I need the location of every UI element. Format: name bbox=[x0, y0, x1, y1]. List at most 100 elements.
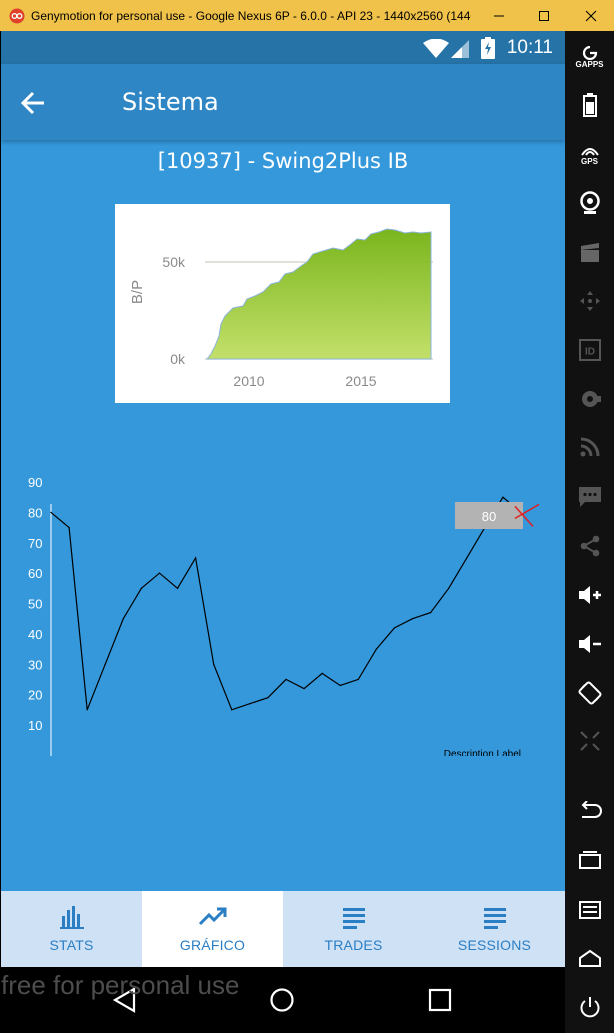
chart-data-point bbox=[375, 648, 377, 650]
chart-data-point bbox=[339, 684, 341, 687]
rotate-icon bbox=[578, 681, 601, 705]
recent-apps-button[interactable] bbox=[565, 840, 614, 880]
gps-button[interactable]: GPS bbox=[565, 135, 614, 175]
chart-ytick-label: 20 bbox=[28, 688, 42, 703]
maximize-button[interactable] bbox=[529, 0, 559, 31]
chart-data-point bbox=[502, 496, 504, 498]
chart-ytick-label: 70 bbox=[28, 536, 42, 551]
app-bar: Sistema bbox=[1, 64, 565, 140]
tab-sessions[interactable]: SESSIONS bbox=[424, 891, 565, 967]
list-icon bbox=[483, 908, 506, 929]
tab-trades[interactable]: TRADES bbox=[283, 891, 424, 967]
volume-down-button[interactable] bbox=[565, 624, 614, 664]
power-button[interactable] bbox=[565, 987, 614, 1027]
share-button[interactable] bbox=[565, 526, 614, 566]
line-chart[interactable]: 10203040506070809009:3011:3014:0016:0018… bbox=[1, 456, 565, 783]
nav-home-icon[interactable] bbox=[269, 987, 295, 1013]
thumb-xtick-2015: 2015 bbox=[345, 373, 376, 389]
tab-grafico[interactable]: GRÁFICO bbox=[142, 891, 283, 967]
menu-icon bbox=[578, 901, 601, 919]
tab-trades-label: TRADES bbox=[324, 937, 383, 953]
id-icon: ID bbox=[578, 339, 601, 361]
chart-data-point bbox=[104, 663, 106, 665]
minimize-button[interactable] bbox=[484, 0, 514, 31]
chart-highlight-box bbox=[455, 502, 523, 529]
window-title: Genymotion for personal use - Google Nex… bbox=[31, 8, 471, 23]
chart-data-point bbox=[176, 587, 179, 589]
tab-stats-label: STATS bbox=[49, 937, 94, 953]
chart-ytick-label: 80 bbox=[28, 505, 42, 520]
back-arrow-icon[interactable] bbox=[19, 88, 49, 118]
nav-recents-icon[interactable] bbox=[428, 988, 452, 1012]
webcam-button[interactable] bbox=[565, 183, 614, 223]
equity-thumbnail: B/P 50k 0k 2010 2015 bbox=[115, 204, 450, 403]
chart-highlight-label: 80 bbox=[482, 509, 496, 524]
rss-icon bbox=[580, 437, 599, 457]
pixel-perfect-button[interactable] bbox=[565, 721, 614, 761]
chart-ytick-label: 90 bbox=[28, 475, 42, 490]
chart-series-line bbox=[50, 496, 522, 711]
thumb-ylabel: B/P bbox=[129, 280, 146, 304]
chart-data-point bbox=[195, 557, 197, 559]
chart-data-point bbox=[140, 587, 142, 589]
volume-down-icon bbox=[578, 635, 601, 653]
window-titlebar: Genymotion for personal use - Google Nex… bbox=[0, 0, 614, 31]
home-button[interactable] bbox=[565, 938, 614, 978]
watermark-text: free for personal use bbox=[1, 970, 240, 1000]
volume-up-button[interactable] bbox=[565, 575, 614, 615]
tab-stats[interactable]: STATS bbox=[1, 891, 142, 967]
gapps-button[interactable]: GAPPS bbox=[565, 37, 614, 77]
tab-grafico-label: GRÁFICO bbox=[179, 937, 246, 953]
thumb-xtick-2010: 2010 bbox=[233, 373, 264, 389]
scale-icon bbox=[579, 731, 600, 751]
chart-data-point bbox=[448, 587, 450, 589]
menu-button[interactable] bbox=[565, 890, 614, 930]
chart-data-point bbox=[158, 572, 161, 574]
chart-data-point bbox=[122, 618, 124, 620]
move-icon bbox=[579, 291, 600, 311]
page-title: Sistema bbox=[122, 88, 219, 116]
battery-icon bbox=[582, 93, 597, 117]
thumb-ytick-50k: 50k bbox=[162, 254, 186, 270]
chart-data-point bbox=[321, 672, 323, 674]
sms-button[interactable] bbox=[565, 477, 614, 517]
disk-io-button[interactable] bbox=[565, 379, 614, 419]
battery-button[interactable] bbox=[565, 85, 614, 125]
status-bar: 10:11 bbox=[1, 31, 565, 64]
chart-data-point bbox=[86, 709, 88, 711]
back-button[interactable] bbox=[565, 791, 614, 831]
trending-up-icon bbox=[198, 907, 226, 926]
device-id-button[interactable]: ID bbox=[565, 330, 614, 370]
screencast-button[interactable] bbox=[565, 233, 614, 273]
dpad-button[interactable] bbox=[565, 281, 614, 321]
chart-ytick-label: 60 bbox=[28, 566, 42, 581]
home-icon bbox=[578, 949, 601, 967]
share-icon bbox=[580, 535, 599, 557]
chart-data-point bbox=[303, 687, 305, 690]
bottom-tab-bar: STATS GRÁFICO TRADES bbox=[1, 891, 565, 967]
chart-data-point bbox=[231, 709, 233, 711]
system-subtitle: [10937] - Swing2Plus IB bbox=[157, 149, 409, 173]
message-icon bbox=[578, 487, 601, 507]
chart-data-point bbox=[393, 627, 396, 629]
nav-back-icon[interactable] bbox=[112, 987, 138, 1013]
maximize-icon bbox=[539, 10, 549, 21]
chart-data-point bbox=[50, 511, 52, 513]
tab-sessions-label: SESSIONS bbox=[457, 937, 532, 953]
genymotion-logo-icon bbox=[9, 8, 25, 23]
minimize-icon bbox=[494, 15, 504, 16]
chart-cursor-marker bbox=[514, 505, 534, 527]
rotate-button[interactable] bbox=[565, 673, 614, 713]
gapps-icon bbox=[582, 45, 597, 60]
android-nav-bar bbox=[1, 967, 565, 1033]
emulator-sidebar: GAPPS GPS ID bbox=[565, 31, 614, 1033]
device-screen: 10:11 Sistema [10937] - Swing2Plus IB B/… bbox=[1, 31, 565, 1033]
volume-up-icon bbox=[578, 586, 601, 604]
recents-icon bbox=[578, 851, 601, 869]
chart-data-point bbox=[285, 678, 287, 681]
network-button[interactable] bbox=[565, 427, 614, 467]
battery-charging-icon bbox=[481, 37, 495, 59]
thumb-equity-area bbox=[205, 228, 432, 360]
close-button[interactable] bbox=[576, 0, 606, 31]
